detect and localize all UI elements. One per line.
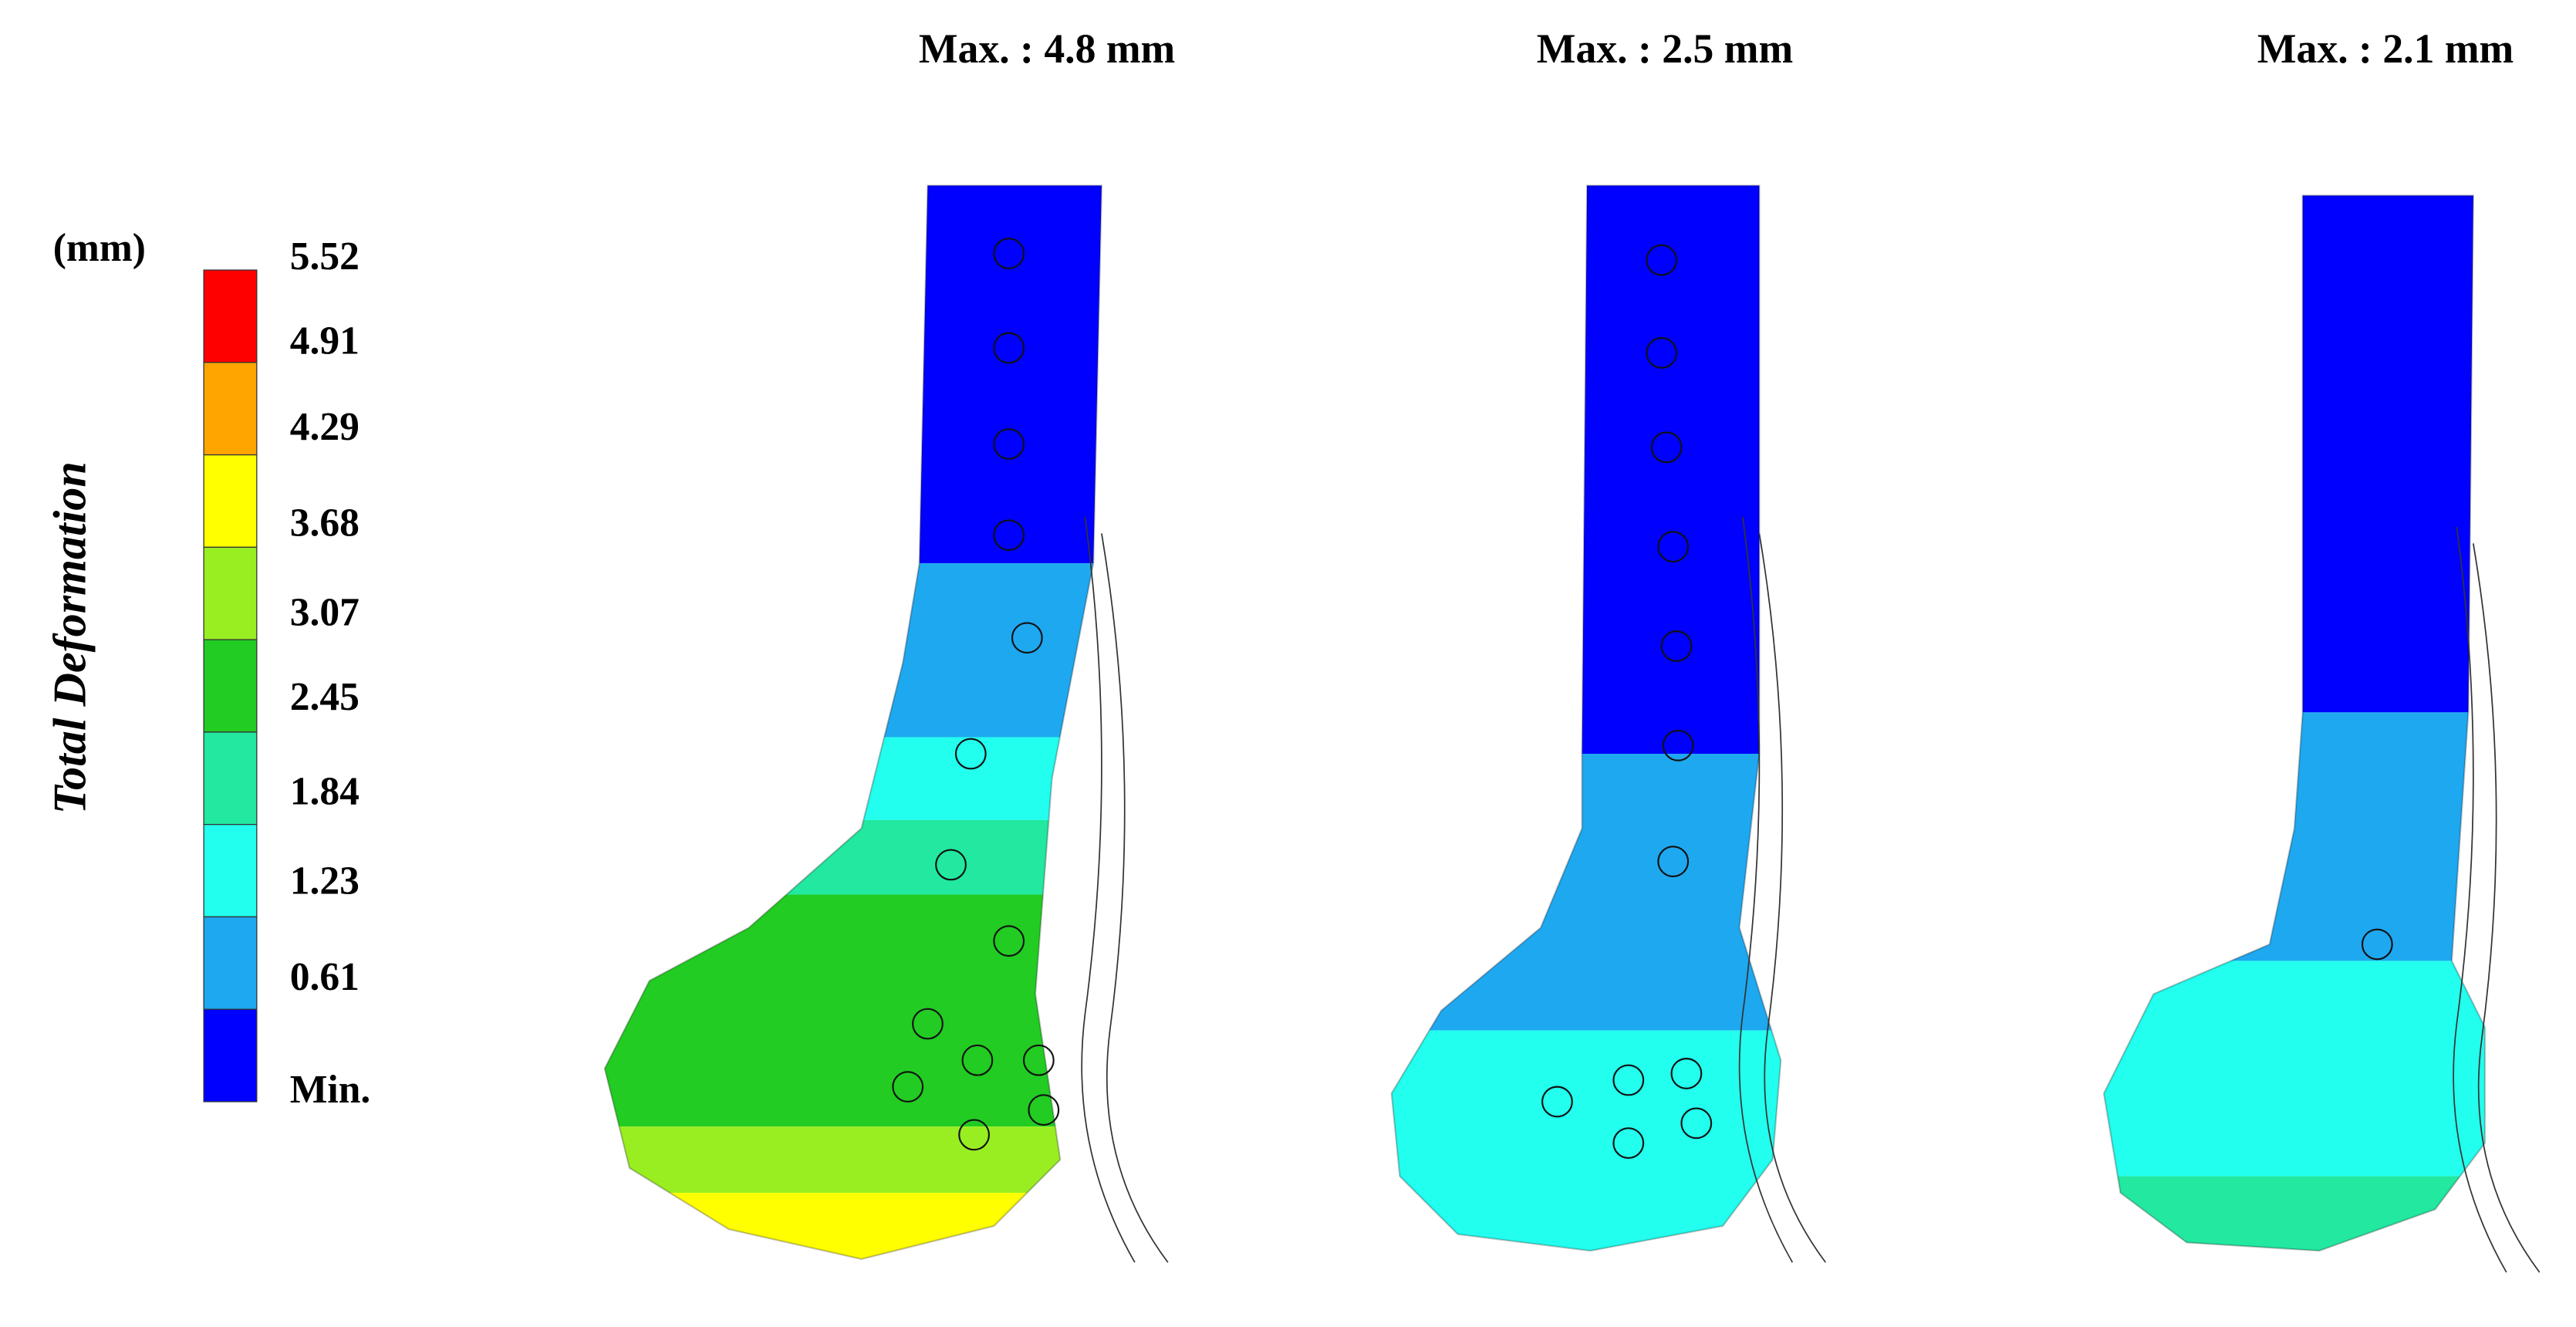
deformation-band — [604, 185, 1102, 564]
screw-hole — [961, 1044, 994, 1076]
deformation-band — [604, 563, 1102, 738]
plate-wire — [2453, 526, 2507, 1273]
legend-label: 5.52 — [290, 235, 360, 279]
screw-hole — [954, 738, 987, 770]
screw-hole — [1660, 630, 1693, 662]
screw-hole — [1646, 244, 1678, 276]
panel-title: Max. : 4.8 mm — [919, 25, 1175, 72]
screw-hole — [993, 238, 1025, 269]
color-swatch — [203, 823, 258, 918]
legend-label: 0.61 — [290, 955, 360, 999]
color-swatch — [203, 269, 258, 363]
screw-hole — [935, 849, 967, 881]
plate-wire — [1738, 516, 1794, 1263]
legend-unit: (mm) — [53, 226, 146, 270]
panel-title: Max. : 2.1 mm — [2257, 25, 2514, 72]
screw-hole — [993, 428, 1025, 460]
screw-hole — [1612, 1064, 1645, 1096]
legend-label: 4.29 — [290, 405, 360, 449]
deformation-band — [1391, 1030, 1781, 1251]
color-swatch — [203, 731, 258, 826]
panel-title: Max. : 2.5 mm — [1537, 25, 1793, 72]
colorbar: 5.52 4.91 4.29 3.68 3.07 2.45 1.84 1.23 0.61 Min. — [203, 235, 370, 1112]
screw-hole — [1662, 729, 1694, 761]
screw-hole — [1670, 1058, 1703, 1089]
color-swatch — [203, 362, 258, 456]
legend-label: 1.84 — [290, 770, 360, 814]
bone-outline — [2102, 194, 2486, 1252]
screw-hole — [2361, 928, 2393, 961]
plate-wire — [1758, 533, 1826, 1263]
plate-wire — [1081, 516, 1136, 1263]
deformation-band — [2104, 961, 2485, 1177]
plate-wire — [1101, 533, 1169, 1263]
screw-hole — [1022, 1044, 1055, 1076]
screw-hole — [1011, 622, 1043, 654]
legend-label: 4.91 — [290, 319, 360, 363]
screw-hole — [993, 925, 1025, 957]
screw-hole — [1650, 431, 1683, 464]
legend-label: 1.23 — [290, 859, 360, 903]
deformation-band — [604, 1126, 1102, 1194]
legend-label: Min. — [290, 1068, 370, 1112]
screw-hole — [1657, 531, 1690, 563]
deformation-band — [604, 819, 1102, 895]
legend-title: Total Deformation — [44, 461, 96, 814]
screw-hole — [993, 332, 1025, 364]
color-swatch — [203, 639, 258, 733]
color-swatch — [203, 454, 258, 548]
plate-wire — [2473, 543, 2541, 1273]
deformation-band — [2104, 195, 2485, 713]
deformation-band — [604, 737, 1102, 820]
deformation-band — [1391, 185, 1781, 755]
screw-hole — [958, 1119, 990, 1151]
screw-hole — [1028, 1094, 1060, 1126]
color-swatch — [203, 1008, 258, 1102]
screw-hole — [1657, 846, 1690, 877]
color-swatch — [203, 916, 258, 1010]
screw-hole — [1646, 336, 1678, 369]
screw-hole — [892, 1071, 924, 1103]
screw-hole — [993, 519, 1025, 551]
bone-outline — [603, 184, 1103, 1261]
legend-label: 3.07 — [290, 591, 360, 635]
screw-hole — [1541, 1086, 1573, 1118]
bone-outline — [1390, 184, 1782, 1252]
color-swatch — [203, 546, 258, 640]
legend-label: 3.68 — [290, 501, 360, 545]
screw-hole — [912, 1008, 944, 1040]
panels: Max. : 4.8 mm Max. : 2.5 mm Max. : 2.1 mm — [603, 25, 2541, 1273]
screw-hole — [1680, 1107, 1713, 1140]
screw-hole — [1612, 1127, 1645, 1160]
legend-label: 2.45 — [290, 675, 360, 719]
